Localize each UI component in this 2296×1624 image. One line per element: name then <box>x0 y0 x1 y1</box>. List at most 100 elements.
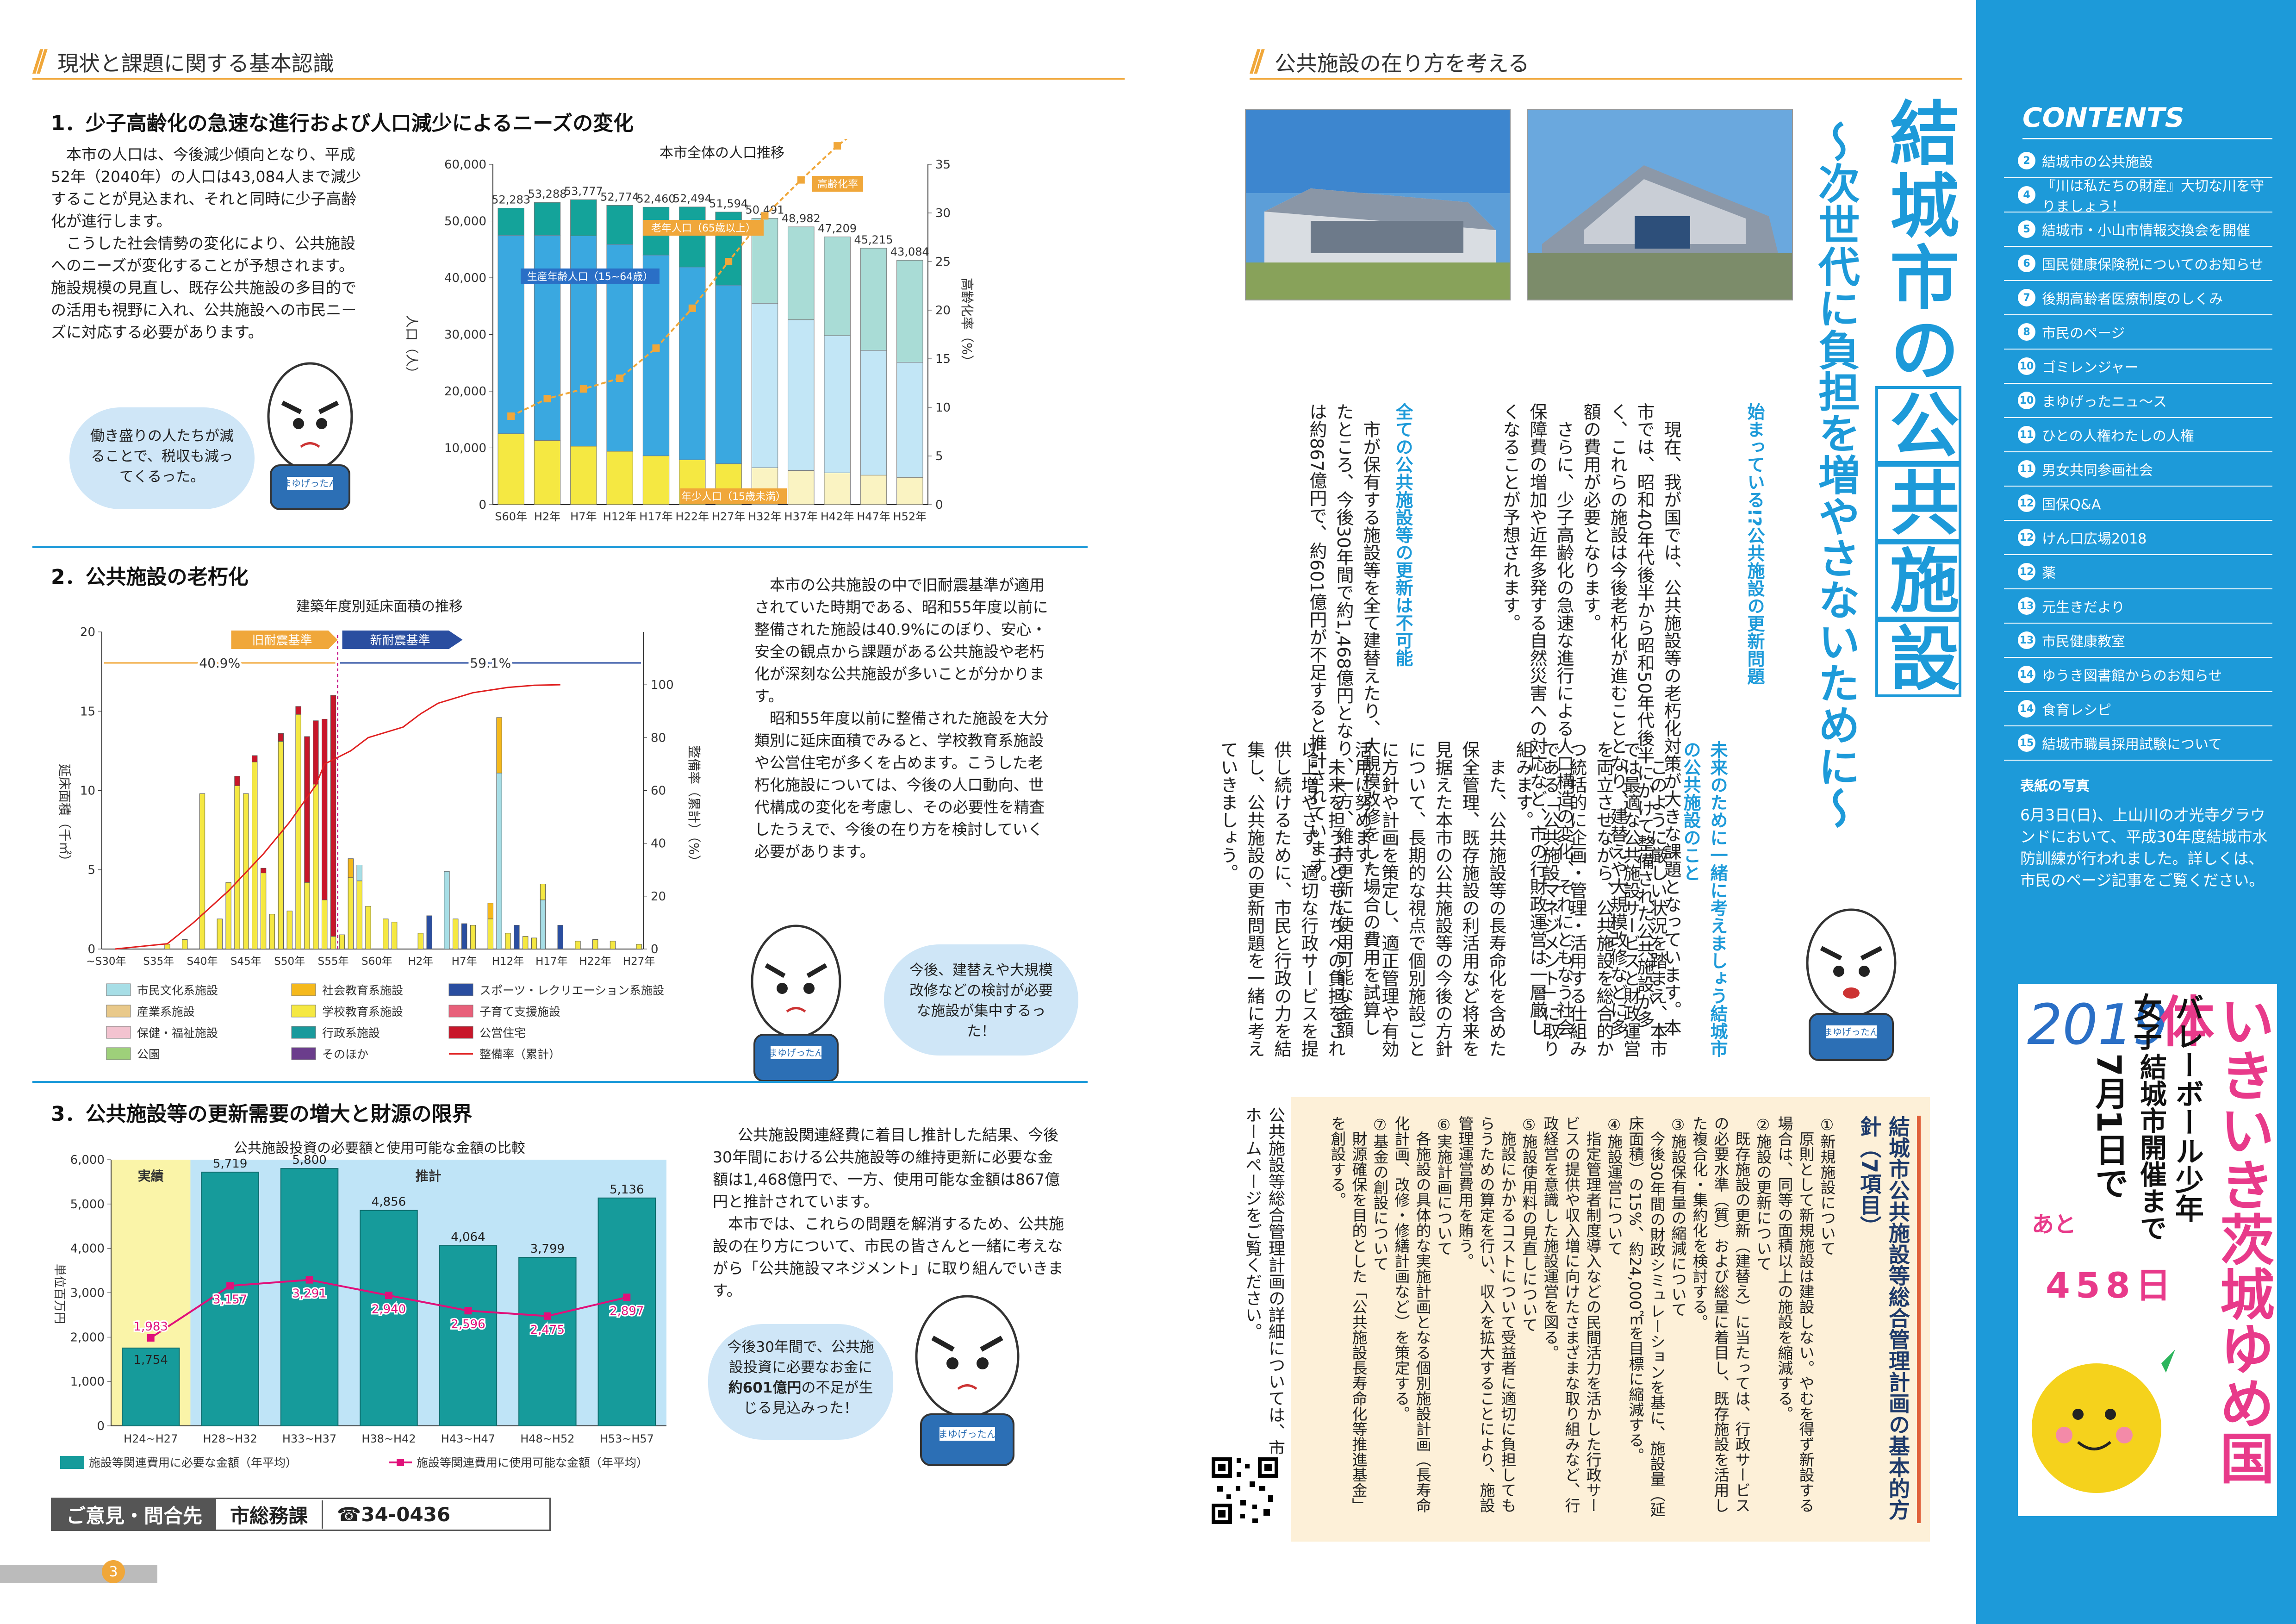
chart2-xtick-label: H22年 <box>579 956 611 968</box>
chart2-old-arrow <box>231 631 338 649</box>
toc-item[interactable]: 10 ゴミレンジャー <box>2004 350 2272 384</box>
kokutai-sport: バレーボール少年女子 <box>2128 993 2204 1223</box>
chart2-bar-segment <box>330 695 336 937</box>
contact-phone[interactable]: ☎34-0436 <box>337 1503 451 1526</box>
toc-item[interactable]: 6 国民健康保険税についてのお知らせ <box>2004 247 2272 281</box>
chart1-bar-segment <box>679 267 706 460</box>
toc-item[interactable]: 10 まゆげったニュ～ス <box>2004 384 2272 418</box>
chart1-xtick-label: H32年 <box>748 510 782 523</box>
p3-body: このように厳しい状況を踏まえ、本市では最適な公共施設サービスと財政運営を両立させ… <box>1218 741 1668 1057</box>
toc-item[interactable]: 5 結城市・小山市情報交換会を開催 <box>2004 212 2272 247</box>
chart2-bar-segment <box>636 944 642 949</box>
section2-heading: 2．公共施設の老朽化 <box>51 565 249 589</box>
chart2-y2tick-label: 20 <box>651 890 666 904</box>
chart2-y2tick-label: 80 <box>651 731 666 745</box>
chart1-ytick-label: 50,000 <box>444 215 486 229</box>
toc-item[interactable]: 11 男女共同参画社会 <box>2004 452 2272 487</box>
chart2-xtick-label: H17年 <box>535 956 568 968</box>
chart2-bar-segment <box>234 776 240 786</box>
chart2-legend-swatch <box>291 1005 316 1018</box>
right-header-title: 公共施設の在り方を考える <box>1274 51 1530 76</box>
toc-item[interactable]: 12 けん口広場2018 <box>2004 521 2272 555</box>
chart1-bar-segment <box>715 285 742 464</box>
toc-item[interactable]: 12 薬 <box>2004 555 2272 589</box>
chart2-title: 建築年度別延床面積の推移 <box>296 599 463 615</box>
chart3-ytick-label: 5,000 <box>70 1198 105 1212</box>
chart2: 建築年度別延床面積の推移 0 5 10 15 20 0 20 40 60 80 100 延床面積（千㎡… <box>57 599 702 1061</box>
p1-head: 始まっている!?公共施設の更新問題 <box>1744 403 1765 685</box>
chart1-ytick-label: 30,000 <box>444 328 486 342</box>
chart1-bar-segment <box>642 456 670 505</box>
chart2-bar-segment <box>313 784 319 949</box>
chart1-xtick-label: H22年 <box>676 510 709 523</box>
toc-item[interactable]: 13 市民健康教室 <box>2004 624 2272 658</box>
chart1-bar-segment <box>788 470 815 505</box>
toc-item[interactable]: 15 結城市職員採用試験について <box>2004 726 2272 761</box>
chart1-legend-old: 老年人口（65歳以上） <box>651 223 756 234</box>
toc-page-number: 8 <box>2018 323 2035 341</box>
header-slash-icon: // <box>1250 44 1265 78</box>
chart1-total-label: 52,283 <box>492 194 530 206</box>
chart1-bar-segment <box>860 475 887 505</box>
chart3-ytick-label: 3,000 <box>70 1287 105 1300</box>
chart1-total-label: 45,215 <box>854 233 893 246</box>
chart3-bar-label: 4,064 <box>451 1230 485 1244</box>
chart2-bar-segment <box>225 882 231 949</box>
chart3-actual-label: 実績 <box>138 1168 164 1184</box>
kokutai-days: 458日 <box>2046 1265 2177 1306</box>
toc-page-number: 12 <box>2018 494 2035 512</box>
p2-head-wrap: 全ての公共施設等の更新は不可能 <box>1384 403 1416 1051</box>
chart1-bar-segment <box>751 303 778 468</box>
toc-item[interactable]: 13 元生きだより <box>2004 589 2272 624</box>
main-title-a: 結城市の <box>1878 97 1959 386</box>
chart3-ylabel: 単位百万円 <box>52 1264 66 1324</box>
main-title-text: 結城市の公共施設 <box>1875 97 1961 697</box>
bubble3-b: 約601億円 <box>728 1380 802 1396</box>
toc-item[interactable]: 2 結城市の公共施設 <box>2004 144 2272 178</box>
p2-head: 全ての公共施設等の更新は不可能 <box>1393 403 1413 667</box>
toc-item[interactable]: 14 食育レシピ <box>2004 692 2272 726</box>
toc-label: ひとの人権わたしの人権 <box>2042 428 2194 444</box>
chart3-forecast-label: 推計 <box>416 1168 442 1184</box>
chart1-xtick-label: H17年 <box>639 510 673 523</box>
chart2-bar-segment <box>322 718 328 900</box>
chart1-bar-segment <box>534 202 561 236</box>
chart1-y2tick-label: 10 <box>935 401 951 415</box>
chart1: 本市全体の人口推移 010,00020,00030,00040,00050,00… <box>404 139 975 523</box>
chart2-plot: 0 5 10 15 20 0 20 40 60 80 100 延床面積（千㎡） 整備率（累計）（%） ~S… <box>57 625 702 1061</box>
chart1-total-label: 53,288 <box>528 187 567 200</box>
chart1-bar-segment <box>498 433 524 505</box>
kokutai-mascot-icon <box>2032 1349 2175 1493</box>
mascot-2: まゆげったん <box>751 924 841 1082</box>
chart1-bar-segment <box>570 235 597 447</box>
sidebar: CONTENTS 2 結城市の公共施設 4 『川は私たちの財産』大切な川を守りましょう… <box>1976 0 2296 1624</box>
toc-item[interactable]: 11 ひとの人権わたしの人権 <box>2004 418 2272 452</box>
chart1-xtick-label: S60年 <box>495 510 527 523</box>
toc-label: 後期高齢者医療制度のしくみ <box>2042 291 2223 307</box>
toc-page-number: 15 <box>2018 734 2035 752</box>
toc-item[interactable]: 14 ゆうき図書館からのお知らせ <box>2004 658 2272 692</box>
chart1-bar-segment <box>788 319 815 471</box>
chart2-legend-swatch <box>448 1026 473 1039</box>
chart2-bar-segment <box>356 881 362 949</box>
toc-item[interactable]: 7 後期高齢者医療制度のしくみ <box>2004 281 2272 315</box>
section1-bubble: 働き盛りの人たちが減ることで、税収も減ってくるった。 <box>69 407 255 509</box>
chart3-available-label: 1,983 <box>133 1320 168 1334</box>
toc-item[interactable]: 8 市民のページ <box>2004 315 2272 350</box>
chart1-bar-segment <box>570 446 597 505</box>
left-footer-bar <box>0 1565 157 1583</box>
chart2-bar-segment <box>252 755 258 762</box>
chart3-ytick-label: 4,000 <box>70 1242 105 1256</box>
chart3-plot: 実績 推計 0 1,000 2,000 3,000 4,000 5,000 6,000 単位百万円… <box>52 1153 666 1469</box>
chart1-legend-aging: 高齢化率 <box>817 179 858 190</box>
toc-item[interactable]: 4 『川は私たちの財産』大切な川を守りましょう！ <box>2004 178 2272 215</box>
toc-label: 市民健康教室 <box>2042 634 2125 650</box>
toc-item[interactable]: 12 国保Q&A <box>2004 487 2272 521</box>
chart1-y2tick-label: 20 <box>935 304 951 318</box>
kokutai-name: いきいき茨城ゆめ国体 <box>2150 993 2274 1485</box>
chart2-bar-segment <box>348 877 354 949</box>
chart1-xtick-label: H37年 <box>784 510 818 523</box>
chart1-bar-segment <box>860 248 887 351</box>
chart1-legend-working-bg <box>521 269 660 284</box>
qr-code[interactable] <box>1208 1454 1282 1528</box>
